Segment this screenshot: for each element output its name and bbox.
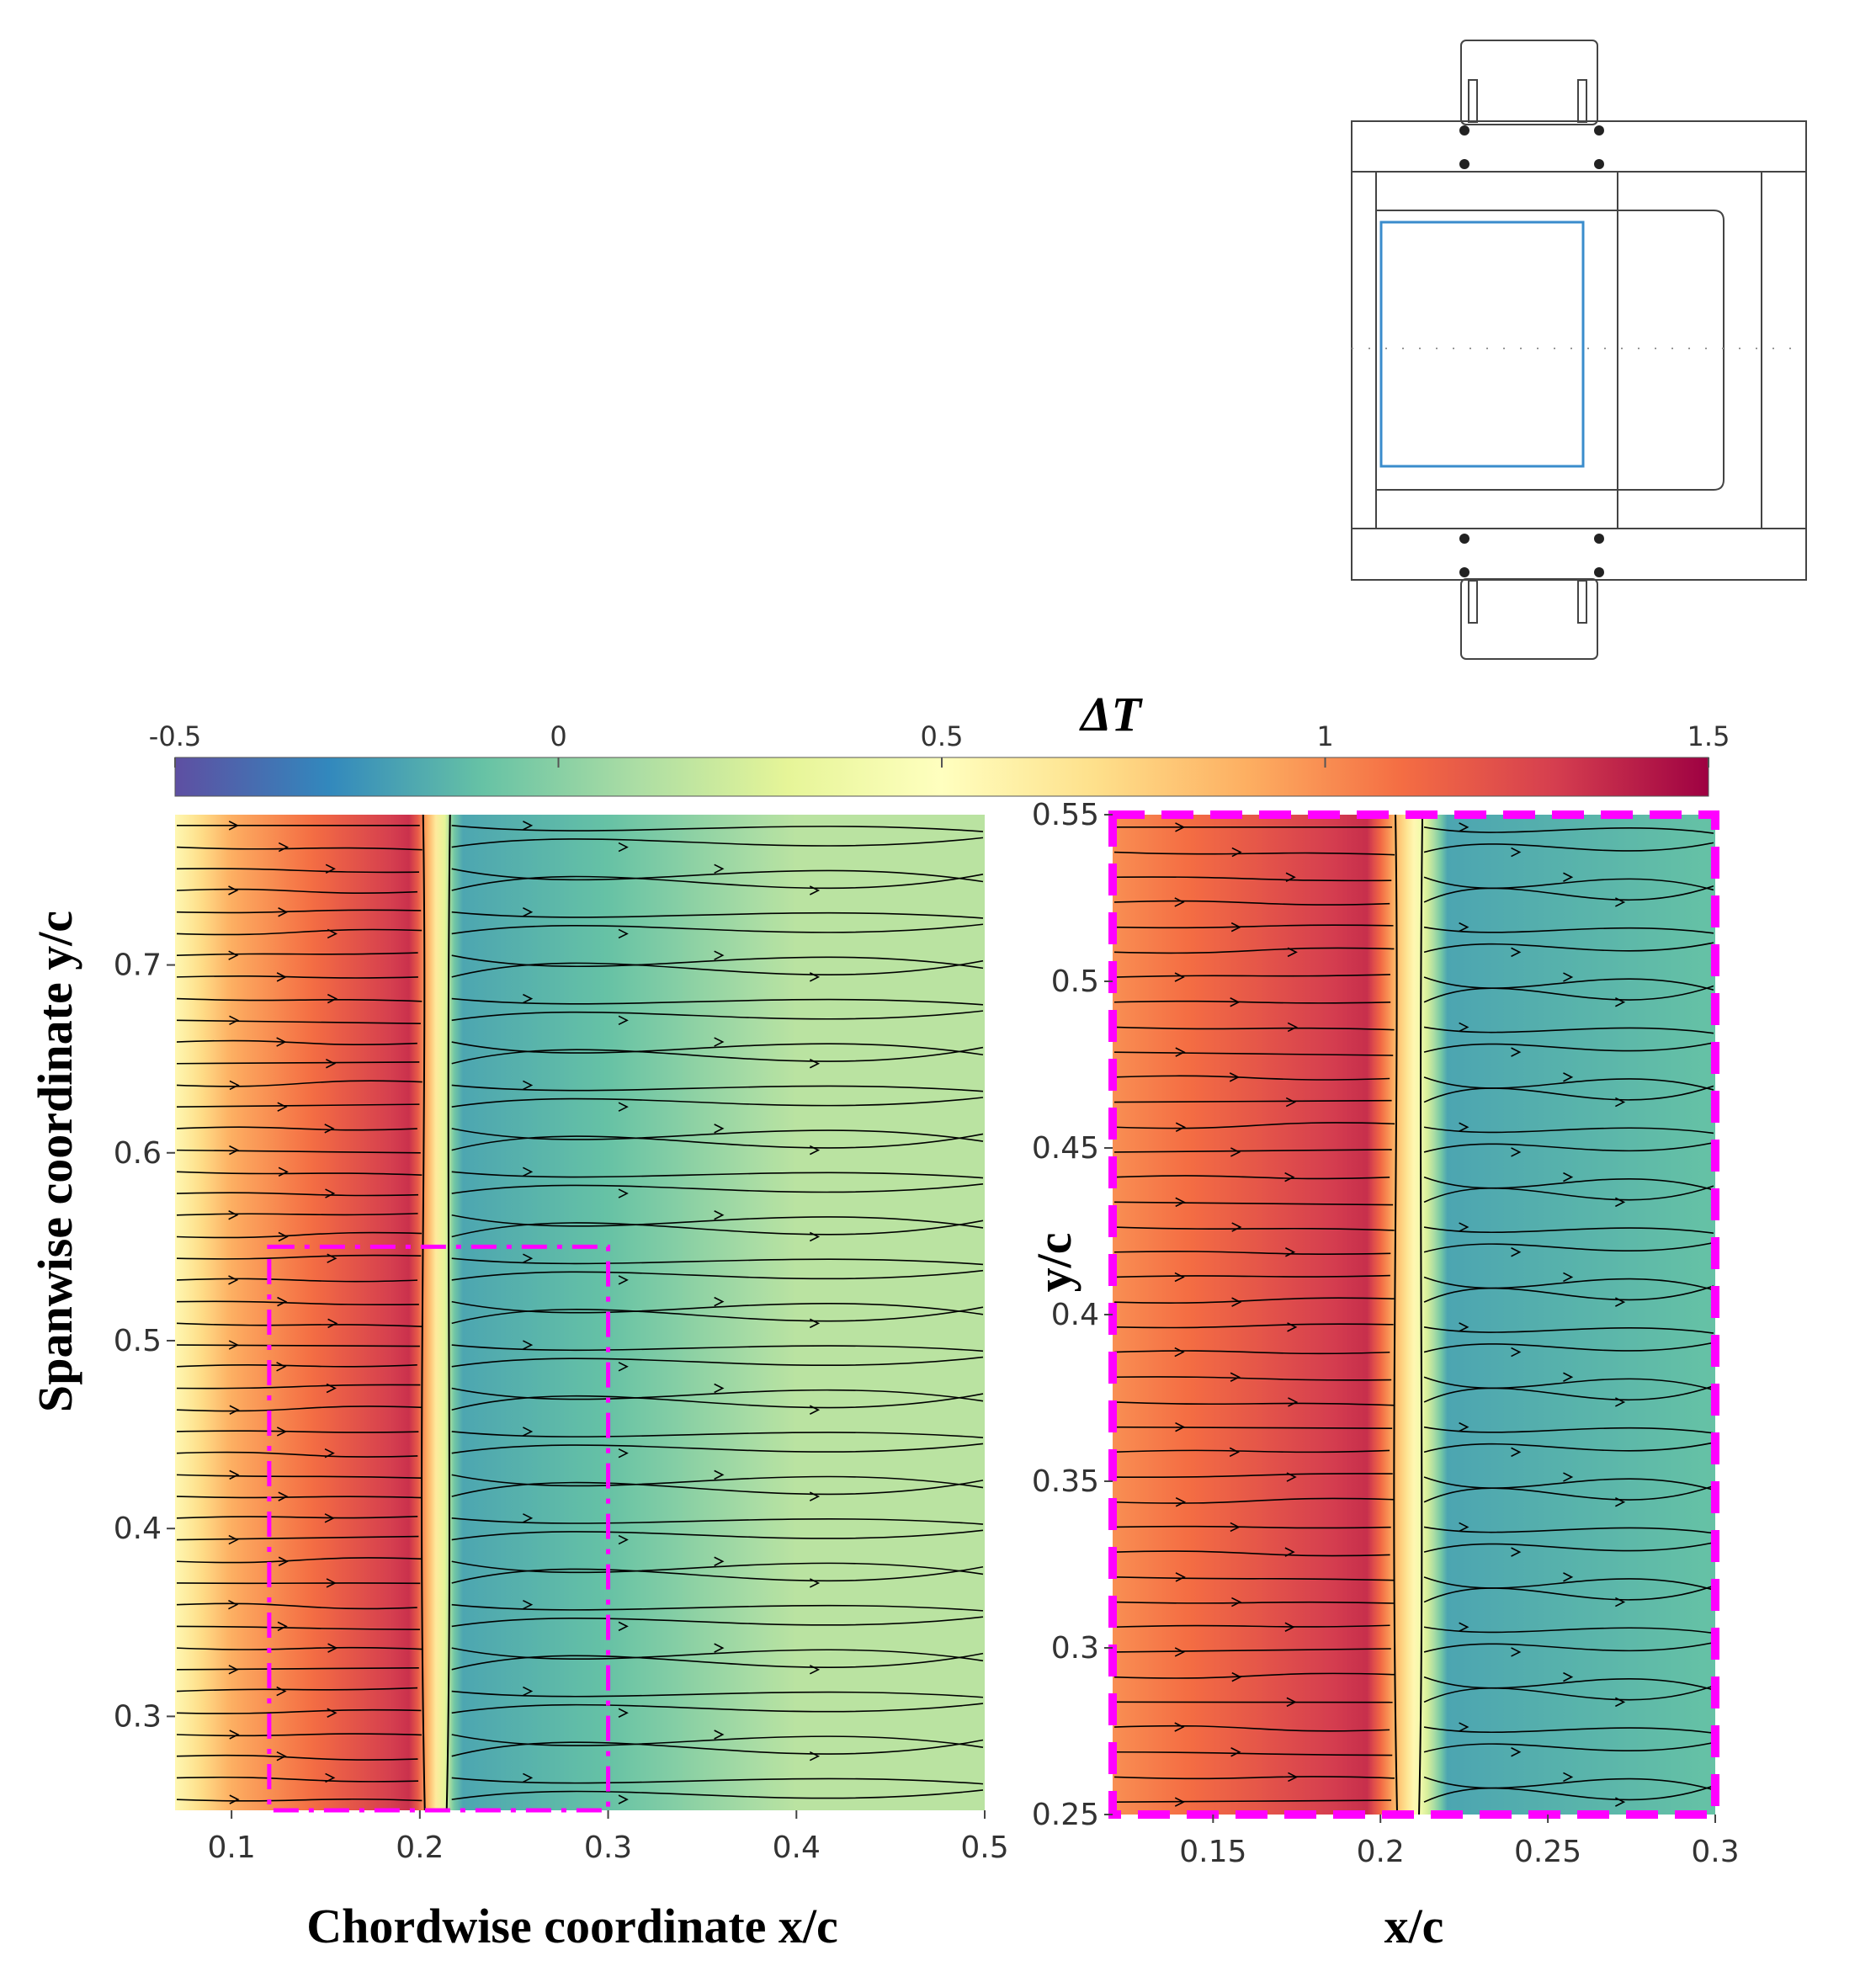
y-tick-label: 0.35: [1032, 1464, 1099, 1499]
colorbar-tick-label: 1: [1316, 720, 1333, 752]
x-tick-label: 0.5: [960, 1831, 1008, 1865]
streamline: [1114, 1276, 1390, 1278]
y-tick-label: 0.7: [114, 948, 162, 983]
right-heatmap: [1113, 815, 1715, 1815]
model-schematic: [1352, 40, 1806, 659]
colorbar-tick-label: -0.5: [149, 720, 201, 752]
x-tick-label: 0.15: [1179, 1835, 1246, 1869]
streamline: [177, 1214, 418, 1215]
x-tick-label: 0.2: [396, 1831, 444, 1865]
x-tick-label: 0.25: [1514, 1835, 1581, 1869]
colorbar-tick-label: 1.5: [1687, 720, 1730, 752]
measurement-region: [1381, 222, 1583, 466]
y-tick-label: 0.3: [114, 1699, 162, 1734]
colorbar-title: ΔT: [1079, 687, 1143, 741]
y-tick-label: 0.4: [114, 1512, 162, 1546]
left-y-axis-label: Spanwise coordinate y/c: [28, 911, 82, 1412]
left-x-axis-label: Chordwise coordinate x/c: [306, 1899, 838, 1953]
y-tick-label: 0.6: [114, 1136, 162, 1171]
x-tick-label: 0.3: [584, 1831, 632, 1865]
y-tick-label: 0.4: [1051, 1298, 1099, 1332]
colorbar: -0.5 0 0.5 1 1.5 ΔT: [149, 687, 1730, 796]
y-tick-label: 0.3: [1051, 1631, 1099, 1666]
x-tick-label: 0.1: [207, 1831, 255, 1865]
y-tick-label: 0.25: [1032, 1798, 1099, 1832]
x-tick-label: 0.2: [1357, 1835, 1405, 1869]
colorbar-tick-label: 0: [550, 720, 566, 752]
colorbar-tick-label: 0.5: [921, 720, 964, 752]
right-x-axis-label: x/c: [1384, 1899, 1444, 1953]
y-tick-label: 0.55: [1032, 798, 1099, 832]
y-tick-label: 0.5: [1051, 964, 1099, 999]
right-y-axis-label: y/c: [1027, 1233, 1081, 1293]
y-tick-label: 0.5: [114, 1324, 162, 1358]
left-panel: 0.1 0.2 0.3 0.4 0.5 0.3 0.4 0.5 0.6 0.7 Chordwise…: [28, 815, 1009, 1953]
x-tick-label: 0.4: [773, 1831, 821, 1865]
streamline: [1114, 1602, 1394, 1603]
y-tick-label: 0.45: [1032, 1131, 1099, 1166]
x-tick-label: 0.3: [1691, 1835, 1739, 1869]
streamline: [177, 1496, 422, 1497]
